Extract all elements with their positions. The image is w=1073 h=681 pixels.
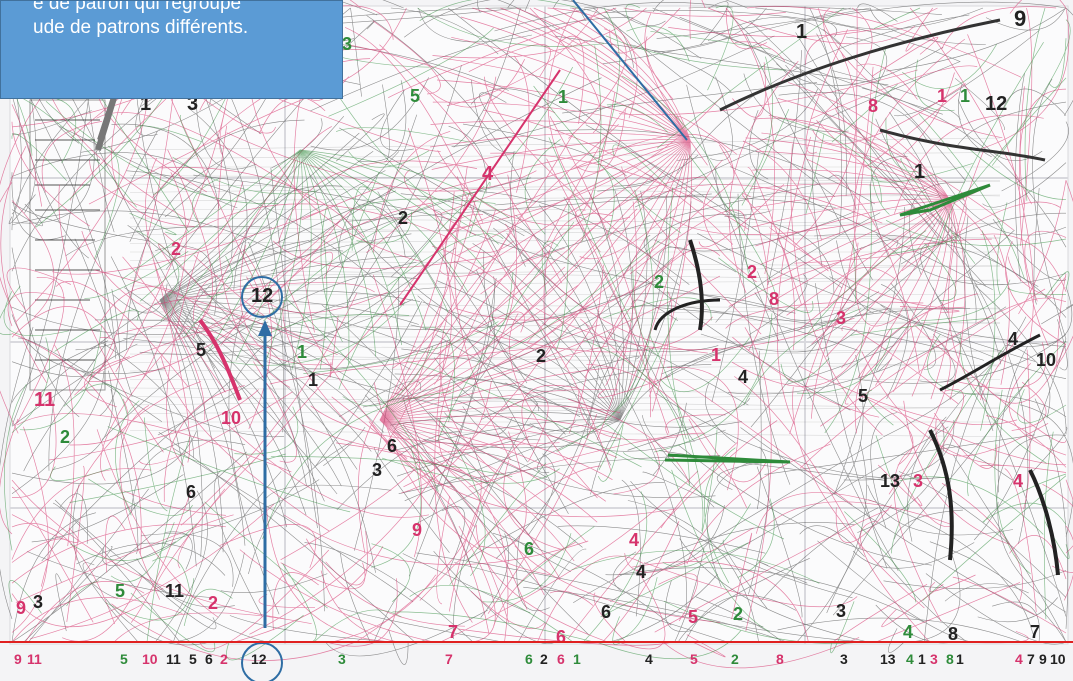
pattern-number-label: 13 [880, 471, 900, 491]
pattern-number-label: 11 [165, 581, 184, 601]
pattern-number-label: 10 [1036, 350, 1056, 370]
bottom-number-label: 10 [1050, 651, 1066, 667]
pattern-number-label: 3 [342, 34, 352, 54]
bottom-number-label: 3 [338, 651, 346, 667]
bottom-number-label: 3 [930, 651, 938, 667]
bottom-number-label: 4 [1015, 651, 1023, 667]
pattern-number-label: 1 [308, 370, 318, 390]
pattern-number-label: 3 [372, 460, 382, 480]
pattern-number-label: 1 [937, 86, 947, 106]
bottom-number-label: 7 [1027, 651, 1035, 667]
bottom-number-label: 8 [946, 651, 954, 667]
bottom-number-label: 7 [445, 651, 453, 667]
pattern-number-label: 12 [985, 93, 1007, 115]
pattern-number-label: 3 [836, 601, 846, 621]
pattern-number-label: 4 [903, 622, 913, 642]
pattern-number-label: 1 [914, 161, 925, 183]
pattern-number-label: 1 [558, 87, 568, 107]
pattern-number-label: 4 [636, 562, 646, 582]
pattern-number-label: 3 [913, 471, 923, 491]
pattern-number-label: 6 [387, 436, 397, 456]
bottom-number-label: 6 [525, 651, 533, 667]
pattern-number-label: 11 [34, 389, 55, 411]
bottom-number-label: 12 [251, 651, 267, 667]
pattern-number-label: 7 [448, 622, 458, 642]
bottom-number-label: 1 [956, 651, 964, 667]
pattern-number-label: 4 [629, 530, 639, 550]
pattern-number-label: 1 [297, 342, 307, 362]
pattern-number-label: 4 [738, 367, 748, 387]
pattern-number-label: 4 [482, 163, 494, 185]
bottom-number-label: 2 [731, 651, 739, 667]
pattern-number-label: 5 [688, 607, 698, 627]
pattern-number-label: 2 [747, 262, 757, 282]
bottom-number-label: 11 [166, 651, 181, 667]
pattern-number-label: 4 [1013, 471, 1023, 491]
pattern-number-label: 6 [524, 539, 534, 559]
pattern-number-label: 10 [221, 408, 241, 428]
callout-line-2: ude de patrons différents. [33, 16, 248, 39]
pattern-number-label: 1 [711, 345, 721, 365]
bottom-number-label: 5 [690, 651, 698, 667]
pattern-number-label: 6 [556, 627, 566, 647]
bottom-number-label: 4 [645, 651, 653, 667]
pattern-number-label: 9 [16, 598, 26, 618]
bottom-number-label: 11 [27, 651, 42, 667]
bottom-number-label: 10 [142, 651, 158, 667]
pattern-number-label: 7 [1030, 622, 1040, 642]
bottom-number-label: 2 [220, 651, 228, 667]
pattern-number-label: 8 [769, 289, 779, 309]
bottom-number-label: 1 [573, 651, 581, 667]
bottom-number-label: 6 [205, 651, 213, 667]
bottom-number-label: 1 [918, 651, 926, 667]
pattern-number-label: 2 [733, 604, 743, 624]
bottom-number-label: 5 [120, 651, 128, 667]
bottom-number-label: 5 [189, 651, 197, 667]
pattern-number-label: 2 [536, 346, 546, 366]
pattern-number-label: 9 [412, 520, 422, 540]
pattern-number-label: 2 [208, 593, 218, 613]
pattern-number-label: 2 [398, 208, 408, 228]
pattern-number-label: 6 [601, 602, 611, 622]
pattern-number-label: 8 [868, 96, 878, 116]
callout-line-1: e de patron qui regroupe [33, 0, 241, 15]
bottom-number-label: 9 [1039, 651, 1047, 667]
bottom-number-label: 3 [840, 651, 848, 667]
pattern-number-label: 12 [251, 285, 273, 307]
pattern-number-label: 2 [60, 427, 70, 447]
pattern-number-label: 5 [858, 386, 868, 406]
bottom-number-label: 4 [906, 651, 914, 667]
bottom-number-label: 8 [776, 651, 784, 667]
bottom-number-label: 2 [540, 651, 548, 667]
pattern-number-label: 6 [186, 482, 196, 502]
pattern-number-label: 5 [410, 86, 420, 106]
bottom-number-label: 6 [557, 651, 565, 667]
pattern-number-label: 2 [654, 272, 664, 292]
pattern-number-label: 9 [1014, 6, 1026, 31]
pattern-number-label: 5 [115, 581, 125, 601]
pattern-number-label: 1 [796, 21, 807, 43]
pattern-number-label: 3 [33, 592, 43, 612]
bottom-number-label: 13 [880, 651, 896, 667]
pattern-number-label: 5 [196, 340, 206, 360]
bottom-number-label: 9 [14, 651, 22, 667]
pattern-number-label: 2 [171, 239, 181, 259]
pattern-number-label: 3 [836, 308, 846, 328]
callout-box: e de patron qui regroupe ude de patrons … [0, 0, 343, 99]
pattern-number-label: 1 [960, 86, 970, 106]
pattern-number-label: 4 [1008, 329, 1018, 349]
